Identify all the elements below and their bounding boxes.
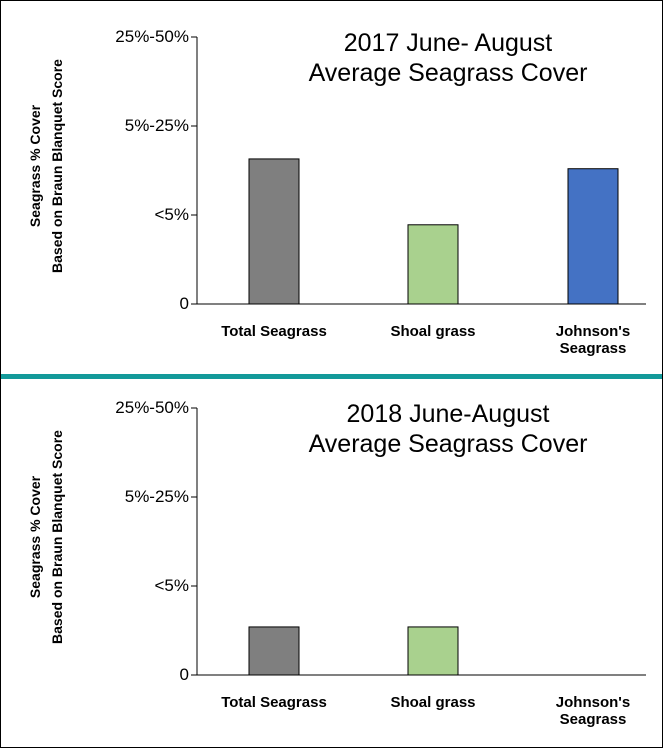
y-tick-label: <5%	[154, 576, 190, 596]
y-axis-label: Based on Braun Blanquet Score	[48, 59, 65, 273]
bar	[407, 224, 459, 305]
bar	[567, 168, 619, 305]
x-tick-label: Total Seagrass	[221, 694, 327, 711]
divider	[1, 374, 662, 379]
x-tick-label: Shoal grass	[390, 323, 476, 340]
bar	[407, 626, 459, 676]
x-tick-label: Johnson's Seagrass	[555, 694, 631, 729]
y-axis-label: Seagrass % Cover	[26, 104, 43, 228]
y-axis-label: Seagrass % Cover	[26, 475, 43, 599]
y-tick-label: 5%-25%	[124, 487, 189, 507]
chart-title: Average Seagrass Cover	[308, 430, 588, 458]
y-tick-label: 0	[179, 294, 189, 314]
bar	[248, 158, 300, 305]
y-tick-label: <5%	[154, 205, 190, 225]
bar	[248, 626, 300, 676]
y-tick-label: 25%-50%	[115, 27, 189, 47]
y-tick-label: 25%-50%	[115, 398, 189, 418]
y-tick-label: 0	[179, 665, 189, 685]
chart-title: 2018 June-August	[346, 400, 550, 428]
chart-title: Average Seagrass Cover	[308, 59, 588, 87]
x-tick-label: Total Seagrass	[221, 323, 327, 340]
y-axis-label: Based on Braun Blanquet Score	[48, 430, 65, 644]
x-tick-label: Shoal grass	[390, 694, 476, 711]
x-tick-label: Johnson's Seagrass	[555, 323, 631, 358]
chart-title: 2017 June- August	[343, 29, 553, 57]
y-tick-label: 5%-25%	[124, 116, 189, 136]
